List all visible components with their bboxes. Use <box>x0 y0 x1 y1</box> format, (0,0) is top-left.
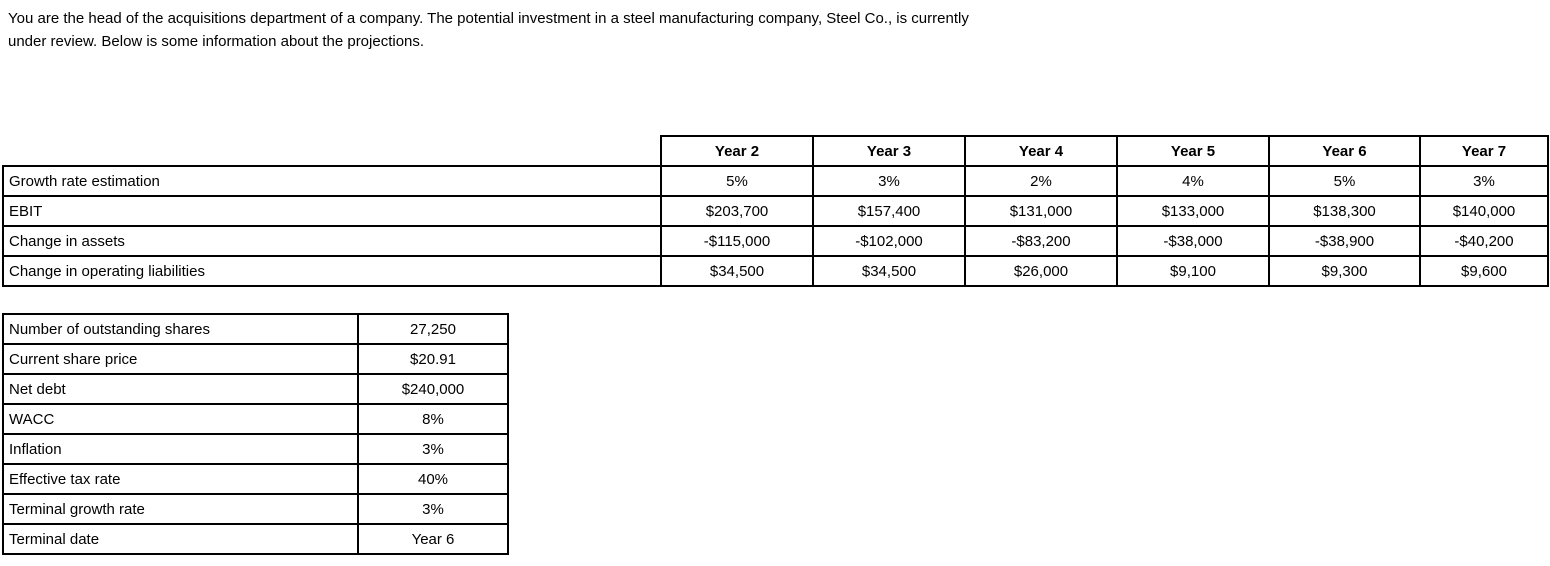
table-row-wacc: WACC 8% <box>2 403 509 435</box>
change-op-liab-year3: $34,500 <box>812 255 966 287</box>
table-row-change-op-liabilities: Change in operating liabilities $34,500 … <box>2 255 1549 287</box>
label-inflation: Inflation <box>2 433 359 465</box>
change-op-liab-year2: $34,500 <box>660 255 814 287</box>
growth-rate-year6: 5% <box>1268 165 1421 197</box>
growth-rate-year4: 2% <box>964 165 1118 197</box>
table-row-terminal-date: Terminal date Year 6 <box>2 523 509 555</box>
ebit-year2: $203,700 <box>660 195 814 227</box>
change-assets-year4: -$83,200 <box>964 225 1118 257</box>
table-row-share-price: Current share price $20.91 <box>2 343 509 375</box>
row-label-change-op-liabilities: Change in operating liabilities <box>2 255 662 287</box>
table-row-ebit: EBIT $203,700 $157,400 $131,000 $133,000… <box>2 195 1549 227</box>
value-terminal-growth: 3% <box>357 493 509 525</box>
change-op-liab-year6: $9,300 <box>1268 255 1421 287</box>
value-outstanding-shares: 27,250 <box>357 313 509 345</box>
change-assets-year3: -$102,000 <box>812 225 966 257</box>
label-outstanding-shares: Number of outstanding shares <box>2 313 359 345</box>
change-assets-year5: -$38,000 <box>1116 225 1270 257</box>
table-row-tax-rate: Effective tax rate 40% <box>2 463 509 495</box>
year-header-2: Year 2 <box>660 135 814 167</box>
table-row-terminal-growth: Terminal growth rate 3% <box>2 493 509 525</box>
ebit-year6: $138,300 <box>1268 195 1421 227</box>
row-label-ebit: EBIT <box>2 195 662 227</box>
table-row-outstanding-shares: Number of outstanding shares 27,250 <box>2 313 509 345</box>
table-row-change-assets: Change in assets -$115,000 -$102,000 -$8… <box>2 225 1549 257</box>
label-wacc: WACC <box>2 403 359 435</box>
label-net-debt: Net debt <box>2 373 359 405</box>
label-terminal-growth: Terminal growth rate <box>2 493 359 525</box>
change-op-liab-year4: $26,000 <box>964 255 1118 287</box>
table-row-growth-rate: Growth rate estimation 5% 3% 2% 4% 5% 3% <box>2 165 1549 197</box>
ebit-year3: $157,400 <box>812 195 966 227</box>
growth-rate-year7: 3% <box>1419 165 1549 197</box>
growth-rate-year2: 5% <box>660 165 814 197</box>
value-terminal-date: Year 6 <box>357 523 509 555</box>
table-row-net-debt: Net debt $240,000 <box>2 373 509 405</box>
row-label-change-assets: Change in assets <box>2 225 662 257</box>
year-header-3: Year 3 <box>812 135 966 167</box>
value-wacc: 8% <box>357 403 509 435</box>
table-row-inflation: Inflation 3% <box>2 433 509 465</box>
year-header-7: Year 7 <box>1419 135 1549 167</box>
ebit-year5: $133,000 <box>1116 195 1270 227</box>
year-header-6: Year 6 <box>1268 135 1421 167</box>
ebit-year4: $131,000 <box>964 195 1118 227</box>
change-op-liab-year5: $9,100 <box>1116 255 1270 287</box>
change-op-liab-year7: $9,600 <box>1419 255 1549 287</box>
projections-table: Year 2 Year 3 Year 4 Year 5 Year 6 Year … <box>2 135 1549 287</box>
growth-rate-year5: 4% <box>1116 165 1270 197</box>
value-inflation: 3% <box>357 433 509 465</box>
assumptions-table: Number of outstanding shares 27,250 Curr… <box>2 313 509 555</box>
row-label-growth-rate: Growth rate estimation <box>2 165 662 197</box>
value-net-debt: $240,000 <box>357 373 509 405</box>
year-header-5: Year 5 <box>1116 135 1270 167</box>
label-terminal-date: Terminal date <box>2 523 359 555</box>
change-assets-year7: -$40,200 <box>1419 225 1549 257</box>
value-tax-rate: 40% <box>357 463 509 495</box>
label-tax-rate: Effective tax rate <box>2 463 359 495</box>
projections-corner-spacer <box>3 136 661 166</box>
projections-header-row: Year 2 Year 3 Year 4 Year 5 Year 6 Year … <box>3 135 1549 167</box>
growth-rate-year3: 3% <box>812 165 966 197</box>
value-share-price: $20.91 <box>357 343 509 375</box>
intro-paragraph: You are the head of the acquisitions dep… <box>8 10 969 50</box>
ebit-year7: $140,000 <box>1419 195 1549 227</box>
change-assets-year2: -$115,000 <box>660 225 814 257</box>
change-assets-year6: -$38,900 <box>1268 225 1421 257</box>
label-share-price: Current share price <box>2 343 359 375</box>
year-header-4: Year 4 <box>964 135 1118 167</box>
